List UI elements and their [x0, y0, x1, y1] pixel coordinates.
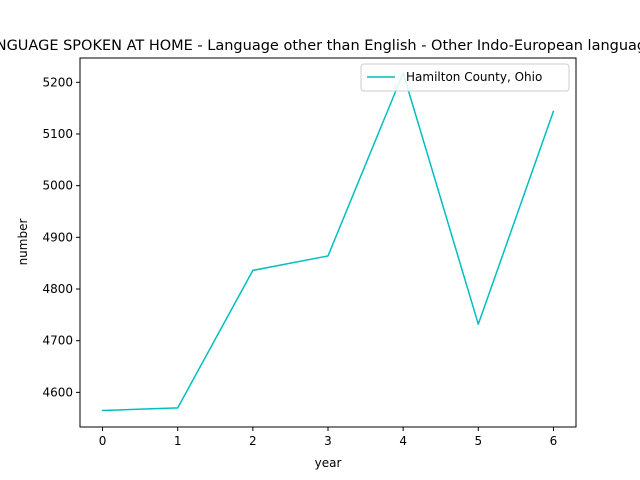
x-tick-label: 3	[324, 434, 332, 448]
series-layer	[101, 72, 555, 412]
y-tick-label: 5100	[42, 127, 73, 141]
x-tick-label: 5	[474, 434, 482, 448]
plot-border	[79, 57, 577, 428]
x-tick-label: 1	[174, 434, 182, 448]
x-tick-label: 6	[550, 434, 558, 448]
data-point	[101, 409, 104, 412]
x-axis: 0 1 2 3 4 5 6	[99, 427, 558, 448]
legend: Hamilton County, Ohio	[360, 63, 570, 92]
y-tick-label: 5200	[42, 75, 73, 89]
y-tick-label: 4600	[42, 385, 73, 399]
y-tick-label: 4900	[42, 230, 73, 244]
data-point	[552, 110, 555, 112]
y-tick-label: 5000	[42, 179, 73, 193]
legend-label-hamilton-county: Hamilton County, Ohio	[406, 70, 542, 84]
legend-box	[360, 63, 570, 92]
data-point	[327, 255, 329, 257]
x-tick-label: 0	[99, 434, 107, 448]
chart-title: LANGUAGE SPOKEN AT HOME - Language other…	[0, 38, 640, 54]
x-axis-label: year	[315, 456, 342, 470]
data-point	[252, 269, 254, 272]
x-tick-label: 4	[399, 434, 407, 448]
y-axis-label: number	[16, 219, 30, 266]
data-point	[176, 407, 179, 409]
x-tick-label: 2	[249, 434, 257, 448]
data-point	[477, 323, 480, 325]
y-axis: 4600 4700 4800 4900 5000 5100 5200	[42, 75, 80, 399]
plot-area	[79, 57, 577, 428]
series-line	[102, 72, 555, 412]
y-tick-label: 4700	[42, 334, 73, 348]
y-tick-label: 4800	[42, 282, 73, 296]
